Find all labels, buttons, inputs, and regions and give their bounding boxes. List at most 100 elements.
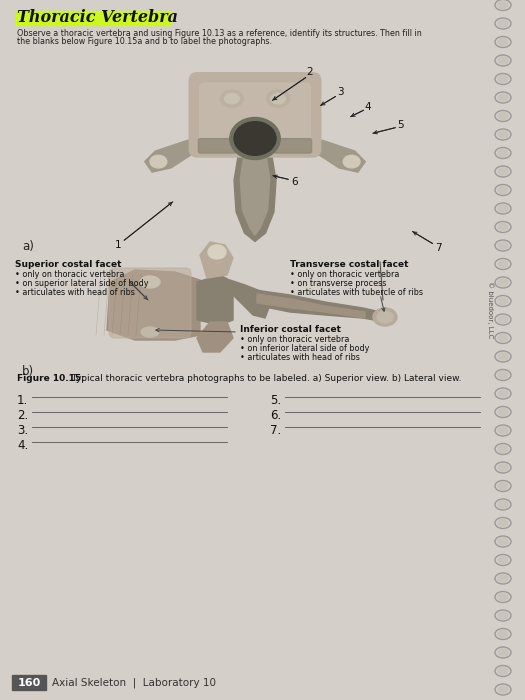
Ellipse shape [140, 276, 160, 288]
Ellipse shape [141, 327, 159, 337]
Text: • on transverse process: • on transverse process [290, 279, 386, 288]
Ellipse shape [498, 94, 508, 101]
Bar [494, 165, 506, 178]
FancyBboxPatch shape [200, 83, 310, 148]
Polygon shape [240, 151, 270, 235]
Text: • on superior lateral side of body: • on superior lateral side of body [15, 279, 149, 288]
Ellipse shape [498, 113, 508, 120]
Text: • articulates with head of ribs: • articulates with head of ribs [15, 288, 135, 297]
Bar [494, 0, 506, 11]
Ellipse shape [498, 594, 508, 601]
Text: 160: 160 [17, 678, 40, 687]
Ellipse shape [498, 409, 508, 416]
Ellipse shape [498, 686, 508, 693]
Bar [494, 554, 506, 566]
Bar [494, 573, 506, 584]
Ellipse shape [498, 260, 508, 267]
Bar [494, 147, 506, 159]
Ellipse shape [498, 131, 508, 138]
Text: Transverse costal facet: Transverse costal facet [290, 260, 408, 269]
Ellipse shape [498, 38, 508, 46]
Bar [494, 239, 506, 251]
Ellipse shape [230, 118, 280, 160]
Bar [494, 295, 506, 307]
Text: • on inferior lateral side of body: • on inferior lateral side of body [240, 344, 370, 353]
Ellipse shape [498, 20, 508, 27]
Text: 1.: 1. [17, 394, 28, 407]
Text: Figure 10.15:: Figure 10.15: [17, 374, 85, 383]
Ellipse shape [498, 150, 508, 157]
Ellipse shape [234, 122, 276, 155]
Text: 6.: 6. [270, 409, 281, 422]
Ellipse shape [498, 612, 508, 619]
Ellipse shape [373, 308, 397, 326]
Bar [494, 628, 506, 640]
Text: © bluedoor, LLC: © bluedoor, LLC [487, 281, 493, 339]
Ellipse shape [498, 501, 508, 508]
Bar [494, 55, 506, 66]
Ellipse shape [498, 445, 508, 452]
Ellipse shape [498, 205, 508, 212]
Text: 4: 4 [365, 102, 371, 112]
Ellipse shape [498, 279, 508, 286]
Ellipse shape [377, 311, 393, 323]
Text: 7.: 7. [270, 424, 281, 437]
Ellipse shape [498, 1, 508, 8]
Text: Superior costal facet: Superior costal facet [15, 260, 121, 269]
Bar [494, 517, 506, 529]
Ellipse shape [498, 464, 508, 471]
Bar [494, 18, 506, 29]
Text: • only on thoracic vertebra: • only on thoracic vertebra [240, 335, 349, 344]
Polygon shape [230, 280, 270, 318]
Ellipse shape [225, 93, 239, 104]
Text: 2: 2 [307, 67, 313, 77]
Bar [494, 591, 506, 603]
Bar [494, 480, 506, 492]
Bar [494, 73, 506, 85]
Ellipse shape [498, 316, 508, 323]
Text: • articulates with tubercle of ribs: • articulates with tubercle of ribs [290, 288, 423, 297]
Ellipse shape [498, 519, 508, 526]
Text: Typical thoracic vertebra photographs to be labeled. a) Superior view. b) Latera: Typical thoracic vertebra photographs to… [69, 374, 461, 383]
Polygon shape [287, 133, 365, 172]
Text: 5: 5 [397, 120, 403, 130]
Ellipse shape [498, 482, 508, 489]
Polygon shape [234, 149, 276, 242]
Bar [494, 351, 506, 363]
Text: Thoracic Vertebra: Thoracic Vertebra [17, 10, 178, 27]
Polygon shape [145, 133, 224, 172]
Bar [494, 276, 506, 288]
Bar [494, 258, 506, 270]
Bar [494, 314, 506, 326]
Text: 2.: 2. [17, 409, 28, 422]
Text: Inferior costal facet: Inferior costal facet [240, 325, 341, 334]
Polygon shape [200, 242, 233, 278]
Ellipse shape [498, 668, 508, 675]
Ellipse shape [498, 538, 508, 545]
Text: b): b) [22, 365, 34, 378]
Text: 4.: 4. [17, 439, 28, 452]
Ellipse shape [498, 427, 508, 434]
Text: • only on thoracic vertebra: • only on thoracic vertebra [290, 270, 400, 279]
Ellipse shape [498, 186, 508, 193]
Ellipse shape [498, 57, 508, 64]
Polygon shape [107, 270, 200, 340]
Ellipse shape [343, 155, 360, 168]
Bar [494, 202, 506, 214]
Bar [494, 184, 506, 196]
Text: a): a) [22, 240, 34, 253]
Bar [12, 675, 46, 690]
Bar [494, 388, 506, 400]
Bar [494, 610, 506, 622]
Ellipse shape [267, 90, 290, 107]
Ellipse shape [498, 575, 508, 582]
Bar [494, 536, 506, 547]
Ellipse shape [498, 242, 508, 249]
Text: the blanks below Figure 10.15a and b to label the photographs.: the blanks below Figure 10.15a and b to … [17, 37, 272, 46]
Bar [494, 221, 506, 233]
Bar [16, 11, 171, 25]
Bar [494, 443, 506, 455]
Text: Observe a thoracic vertebra and using Figure 10.13 as a reference, identify its : Observe a thoracic vertebra and using Fi… [17, 29, 422, 38]
Ellipse shape [498, 223, 508, 230]
Ellipse shape [498, 631, 508, 638]
